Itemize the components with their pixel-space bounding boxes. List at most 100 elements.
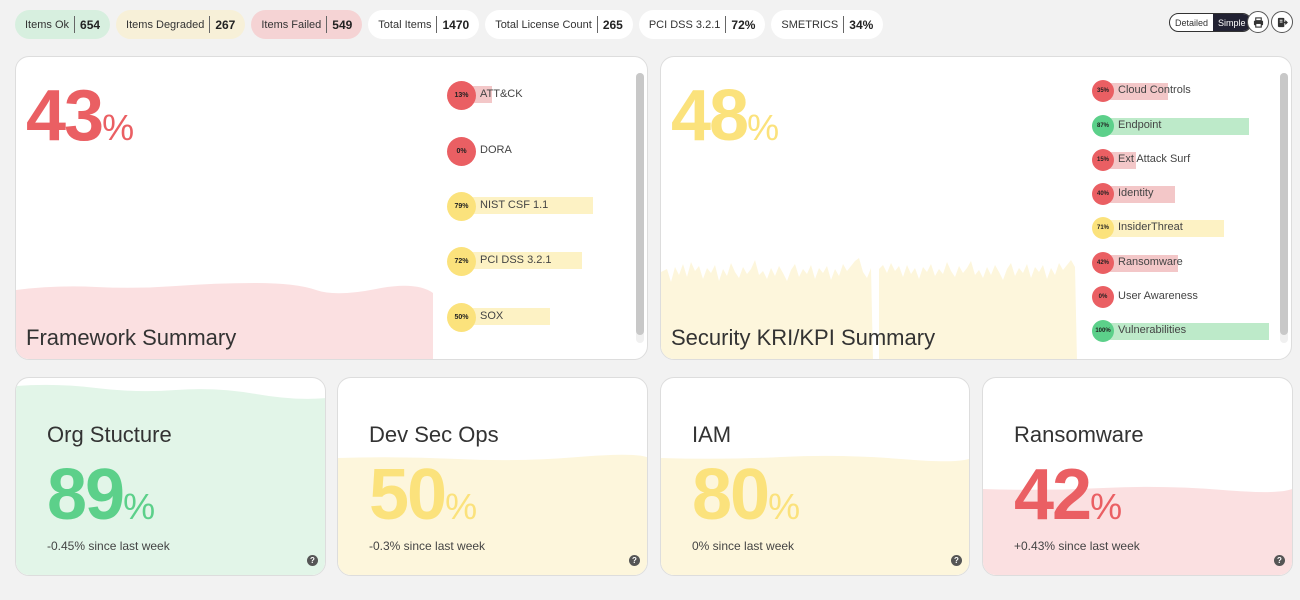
framework-item-label: NIST CSF 1.1 xyxy=(480,199,549,211)
kri-wave-fill xyxy=(661,258,1077,359)
card-ransomware[interactable]: Ransomware 42% +0.43% since last week ? xyxy=(982,377,1293,576)
kri-item-label: User Awareness xyxy=(1118,290,1198,302)
divider xyxy=(209,16,211,33)
framework-item-nist[interactable]: 79% NIST CSF 1.1 xyxy=(447,192,627,222)
stat-label: PCI DSS 3.2.1 xyxy=(648,18,721,31)
framework-item-label: DORA xyxy=(480,144,512,156)
status-circle: 71% xyxy=(1092,217,1114,239)
stat-value: 265 xyxy=(602,17,623,32)
status-circle: 0% xyxy=(1092,286,1114,308)
card-title: Org Stucture xyxy=(47,422,172,447)
card-delta: +0.43% since last week xyxy=(1014,539,1140,553)
status-circle: 40% xyxy=(1092,183,1114,205)
kri-scrollbar[interactable] xyxy=(1280,73,1288,343)
kri-item-insiderthreat[interactable]: 71% InsiderThreat xyxy=(1092,217,1272,241)
kri-item-cloud-controls[interactable]: 35% Cloud Controls xyxy=(1092,80,1272,104)
help-icon[interactable]: ? xyxy=(951,555,962,566)
framework-item-sox[interactable]: 50% SOX xyxy=(447,303,627,333)
help-icon[interactable]: ? xyxy=(629,555,640,566)
stat-label: Items Ok xyxy=(25,18,70,31)
kri-item-user-awareness[interactable]: 0% User Awareness xyxy=(1092,286,1272,310)
status-circle: 42% xyxy=(1092,252,1114,274)
kri-item-label: Cloud Controls xyxy=(1118,84,1191,96)
help-icon[interactable]: ? xyxy=(1274,555,1285,566)
progress-bar xyxy=(1100,255,1178,272)
framework-percent: 43% xyxy=(26,76,135,156)
divider xyxy=(74,16,76,33)
progress-bar xyxy=(1100,83,1168,100)
divider xyxy=(725,16,727,33)
status-circle: 50% xyxy=(447,303,476,332)
kri-item-label: InsiderThreat xyxy=(1118,221,1183,233)
status-circle: 72% xyxy=(447,247,476,276)
card-percent: 50% xyxy=(369,455,478,535)
card-delta: -0.3% since last week xyxy=(369,539,486,553)
stat-smetrics[interactable]: SMETRICS 34% xyxy=(771,10,884,39)
divider xyxy=(596,16,598,33)
stat-label: Items Degraded xyxy=(126,18,205,31)
view-toggle: Detailed Simple xyxy=(1169,13,1252,32)
status-circle: 87% xyxy=(1092,115,1114,137)
status-circle: 100% xyxy=(1092,320,1114,342)
divider xyxy=(843,16,845,33)
framework-item-label: PCI DSS 3.2.1 xyxy=(480,254,552,266)
card-dev-sec-ops[interactable]: Dev Sec Ops 50% -0.3% since last week ? xyxy=(337,377,648,576)
status-circle: 79% xyxy=(447,192,476,221)
progress-bar xyxy=(1100,220,1224,237)
stat-items-degraded[interactable]: Items Degraded 267 xyxy=(116,10,246,39)
kri-item-endpoint[interactable]: 87% Endpoint xyxy=(1092,115,1272,139)
print-icon xyxy=(1253,16,1263,28)
kri-item-label: Endpoint xyxy=(1118,119,1162,131)
view-detailed-option[interactable]: Detailed xyxy=(1175,17,1209,28)
stat-value: 72% xyxy=(731,17,756,32)
scrollbar-thumb[interactable] xyxy=(636,73,644,335)
help-icon[interactable]: ? xyxy=(307,555,318,566)
framework-item-dora[interactable]: 0% DORA xyxy=(447,137,627,167)
card-delta: -0.45% since last week xyxy=(47,539,170,553)
kri-item-label: Ext Attack Surf xyxy=(1118,153,1191,165)
print-button[interactable] xyxy=(1247,11,1269,33)
stat-value: 549 xyxy=(332,17,353,32)
framework-summary-panel[interactable]: 43% Framework Summary 13% ATT&CK 0% DORA… xyxy=(15,56,648,360)
stat-items-failed[interactable]: Items Failed 549 xyxy=(251,10,363,39)
kri-item-ransomware[interactable]: 42% Ransomware xyxy=(1092,252,1272,276)
scrollbar-thumb[interactable] xyxy=(1280,73,1288,335)
divider xyxy=(436,16,438,33)
stat-pci-dss[interactable]: PCI DSS 3.2.1 72% xyxy=(638,10,766,39)
card-delta: 0% since last week xyxy=(692,539,795,553)
stat-total-license-count[interactable]: Total License Count 265 xyxy=(485,10,633,39)
status-circle: 13% xyxy=(447,81,476,110)
kri-item-label: Ransomware xyxy=(1118,256,1183,268)
framework-item-attck[interactable]: 13% ATT&CK xyxy=(447,81,627,111)
stat-items-ok[interactable]: Items Ok 654 xyxy=(15,10,111,39)
kri-item-identity[interactable]: 40% Identity xyxy=(1092,183,1272,207)
stat-label: Items Failed xyxy=(261,18,322,31)
stat-total-items[interactable]: Total Items 1470 xyxy=(368,10,480,39)
kri-item-vulnerabilities[interactable]: 100% Vulnerabilities xyxy=(1092,320,1272,344)
card-title: Dev Sec Ops xyxy=(369,422,499,447)
kri-percent: 48% xyxy=(671,76,780,156)
kri-kpi-summary-panel[interactable]: 48% Security KRI/KPI Summary 35% Cloud C… xyxy=(660,56,1292,360)
status-circle: 35% xyxy=(1092,80,1114,102)
card-title: Ransomware xyxy=(1014,422,1144,447)
card-title: IAM xyxy=(692,422,732,447)
card-iam[interactable]: IAM 80% 0% since last week ? xyxy=(660,377,970,576)
divider xyxy=(326,16,328,33)
card-wave-fill xyxy=(661,455,969,575)
framework-item-pci-dss[interactable]: 72% PCI DSS 3.2.1 xyxy=(447,247,627,277)
card-percent: 42% xyxy=(1014,455,1123,535)
card-org-structure[interactable]: Org Stucture 89% -0.45% since last week … xyxy=(15,377,326,576)
export-button[interactable] xyxy=(1271,11,1293,33)
stat-label: Total License Count xyxy=(495,18,592,31)
framework-scrollbar[interactable] xyxy=(636,73,644,343)
kri-item-ext-attack-surf[interactable]: 15% Ext Attack Surf xyxy=(1092,149,1272,173)
framework-summary-title: Framework Summary xyxy=(26,325,237,350)
stat-label: SMETRICS xyxy=(781,18,839,31)
card-wave-fill xyxy=(983,486,1292,575)
view-simple-option[interactable]: Simple xyxy=(1213,14,1251,31)
card-percent: 89% xyxy=(47,455,156,535)
card-wave-fill xyxy=(338,454,647,575)
stat-value: 267 xyxy=(215,17,236,32)
card-wave-fill xyxy=(16,384,325,575)
progress-bar xyxy=(1100,323,1269,340)
